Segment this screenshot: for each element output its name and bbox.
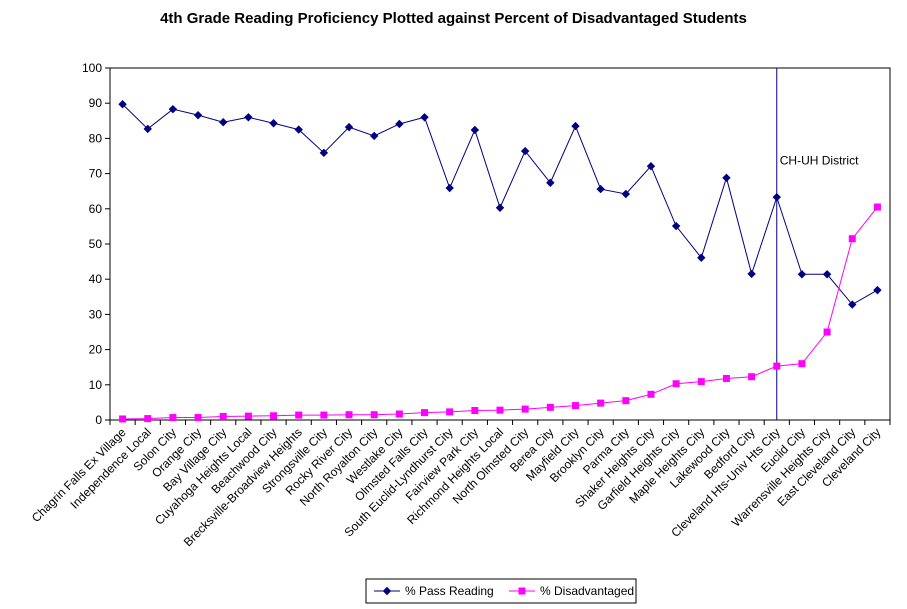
data-point: [471, 406, 479, 414]
data-point: [672, 380, 680, 388]
data-point: [270, 412, 278, 420]
data-point: [722, 374, 730, 382]
data-point: [646, 162, 656, 171]
chart-title: 4th Grade Reading Proficiency Plotted ag…: [160, 10, 747, 27]
y-tick-label: 40: [89, 272, 103, 286]
data-point: [143, 124, 152, 134]
data-point: [219, 412, 227, 420]
data-point: [697, 378, 705, 386]
data-point: [747, 269, 756, 279]
data-point: [722, 173, 731, 183]
data-point: [495, 203, 505, 212]
data-point: [219, 118, 228, 127]
data-point: [520, 146, 530, 156]
legend: % Pass Reading % Disadvantaged: [365, 578, 637, 604]
series-pass-reading: [118, 100, 882, 309]
data-point: [622, 397, 630, 405]
data-point: [118, 100, 127, 109]
series-disadvantaged: [119, 203, 881, 423]
data-point: [797, 270, 807, 279]
data-point: [446, 408, 454, 416]
data-point: [345, 411, 353, 419]
data-point: [772, 192, 781, 202]
series-layer: [118, 100, 882, 423]
data-point: [244, 412, 252, 420]
data-point: [168, 104, 178, 114]
data-point: [496, 406, 504, 414]
data-point: [344, 122, 354, 132]
data-point: [244, 113, 253, 122]
legend-box: [365, 578, 637, 604]
data-point: [369, 131, 379, 141]
data-point: [823, 328, 831, 336]
data-point: [320, 411, 328, 419]
data-point: [873, 285, 882, 295]
data-point: [546, 403, 554, 411]
y-tick-label: 0: [95, 413, 102, 427]
annotations: CH-UH District: [776, 68, 859, 420]
data-point: [597, 399, 605, 407]
data-point: [193, 110, 203, 120]
data-point: [420, 113, 429, 122]
data-point: [119, 415, 127, 423]
data-point: [848, 235, 856, 243]
axes: [109, 67, 891, 421]
data-point: [621, 189, 631, 199]
data-point: [169, 414, 177, 422]
data-point: [873, 203, 881, 211]
data-point: [647, 390, 655, 398]
data-point: [295, 411, 303, 419]
data-point: [596, 184, 605, 194]
y-tick-label: 10: [89, 378, 103, 392]
y-tick-label: 60: [89, 202, 103, 216]
y-tick-label: 20: [89, 343, 103, 357]
y-tick-label: 80: [89, 131, 103, 145]
data-point: [395, 410, 403, 418]
y-tick-label: 90: [89, 96, 103, 110]
data-point: [269, 119, 278, 128]
y-tick-label: 30: [89, 307, 103, 321]
data-point: [144, 415, 152, 423]
data-point: [671, 221, 681, 231]
legend-swatch-marker: [518, 587, 526, 595]
data-point: [395, 119, 404, 129]
data-point: [773, 362, 781, 370]
annotation-label: CH-UH District: [780, 153, 859, 167]
data-point: [546, 178, 555, 187]
y-axis-ticks: 0 10 20 30 40 50 60 70 80 90 100: [82, 61, 110, 427]
y-tick-label: 100: [82, 61, 102, 75]
data-point: [748, 373, 756, 381]
data-point: [445, 183, 454, 193]
legend-label: % Disadvantaged: [540, 584, 634, 598]
data-point: [421, 409, 429, 417]
data-point: [370, 411, 378, 419]
data-point: [848, 300, 857, 309]
data-point: [798, 360, 806, 368]
plot-area: [109, 67, 891, 421]
data-point: [571, 121, 580, 131]
data-point: [194, 414, 202, 422]
data-point: [470, 125, 480, 135]
legend-swatch-marker: [382, 586, 392, 596]
data-point: [571, 402, 579, 410]
y-tick-label: 70: [89, 167, 103, 181]
legend-label: % Pass Reading: [405, 584, 494, 598]
y-tick-label: 50: [89, 237, 103, 251]
data-point: [521, 405, 529, 413]
data-point: [294, 125, 303, 134]
data-point: [697, 253, 706, 262]
data-point: [319, 148, 329, 158]
data-point: [822, 270, 832, 279]
